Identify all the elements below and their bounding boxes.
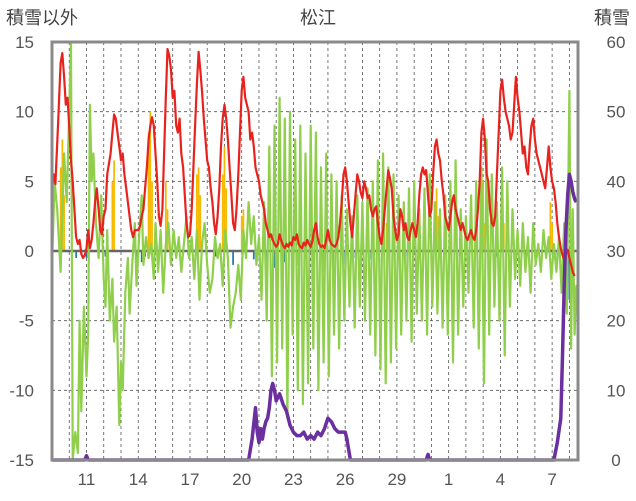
precip-bar bbox=[551, 223, 553, 251]
precip-bar bbox=[147, 132, 150, 251]
right-axis-ticks: 60 50 40 30 20 10 0 bbox=[607, 33, 626, 470]
precip-bar bbox=[252, 251, 255, 260]
right-tick-label: 40 bbox=[607, 172, 626, 191]
precip-bar bbox=[197, 167, 200, 251]
precip-bar bbox=[151, 181, 153, 251]
x-tick-label: 4 bbox=[496, 470, 505, 489]
precip-bar bbox=[435, 188, 438, 251]
left-axis-ticks: 15 10 5 0 -5 -10 -15 bbox=[9, 33, 34, 470]
right-tick-label: 0 bbox=[611, 451, 620, 470]
series-lines bbox=[50, 40, 580, 462]
precip-bar bbox=[240, 216, 243, 251]
right-tick-label: 60 bbox=[607, 33, 626, 52]
right-tick-label: 20 bbox=[607, 312, 626, 331]
precip-bar bbox=[75, 251, 78, 258]
precip-bar bbox=[568, 251, 571, 300]
snow-depth-line bbox=[52, 172, 578, 462]
x-tick-label: 14 bbox=[129, 470, 148, 489]
left-axis-label: 積雪以外 bbox=[6, 8, 78, 29]
x-axis-ticks: 11 14 17 20 23 26 29 1 4 7 bbox=[78, 470, 557, 489]
precip-bar bbox=[549, 202, 552, 251]
precip-bar bbox=[63, 195, 65, 251]
precip-bar bbox=[140, 251, 143, 263]
wind-line bbox=[50, 40, 580, 462]
x-tick-label: 11 bbox=[78, 470, 96, 489]
x-tick-label: 7 bbox=[547, 470, 556, 489]
right-tick-label: 50 bbox=[607, 103, 626, 122]
precip-bar bbox=[199, 195, 202, 251]
left-tick-label: -10 bbox=[9, 381, 34, 400]
precip-bar bbox=[283, 251, 286, 263]
precip-bar bbox=[85, 251, 88, 258]
left-tick-label: 15 bbox=[15, 33, 34, 52]
left-tick-label: -15 bbox=[9, 451, 34, 470]
x-tick-label: 23 bbox=[284, 470, 303, 489]
precip-bar bbox=[164, 181, 167, 251]
precip-bar bbox=[113, 160, 115, 251]
precip-bar bbox=[149, 111, 152, 252]
precip-bar bbox=[482, 181, 485, 251]
precip-bar bbox=[214, 251, 217, 257]
precip-bar bbox=[232, 251, 234, 265]
x-tick-label: 29 bbox=[387, 470, 406, 489]
x-tick-label: 20 bbox=[232, 470, 251, 489]
chart-title: 松江 bbox=[300, 8, 336, 29]
precip-bar bbox=[223, 146, 226, 251]
precip-bar bbox=[104, 251, 107, 257]
left-tick-label: 5 bbox=[25, 172, 34, 191]
right-tick-label: 10 bbox=[607, 381, 626, 400]
precip-bar bbox=[196, 174, 198, 251]
right-tick-label: 30 bbox=[607, 242, 626, 261]
precip-bar bbox=[221, 174, 224, 251]
left-tick-label: -5 bbox=[19, 312, 34, 331]
left-tick-label: 0 bbox=[25, 242, 34, 261]
left-tick-label: 10 bbox=[15, 103, 34, 122]
x-tick-label: 17 bbox=[181, 470, 200, 489]
x-tick-label: 1 bbox=[444, 470, 453, 489]
right-axis-label: 積雪 bbox=[594, 8, 630, 29]
precip-bar bbox=[59, 167, 62, 251]
x-tick-label: 26 bbox=[336, 470, 355, 489]
plot-frame bbox=[50, 40, 580, 462]
precip-bar bbox=[225, 188, 228, 251]
precip-bar bbox=[111, 181, 114, 251]
temperature-line bbox=[50, 47, 576, 277]
precip-bar bbox=[273, 251, 276, 268]
